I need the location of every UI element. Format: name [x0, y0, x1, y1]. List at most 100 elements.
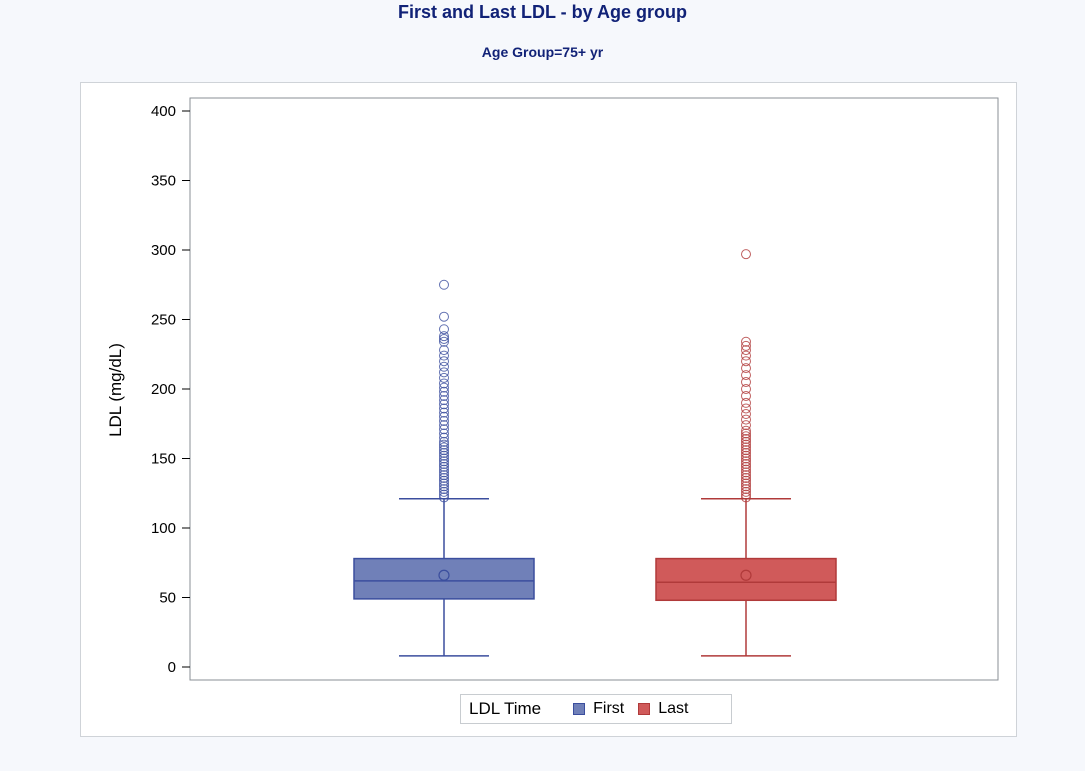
y-tick-label: 50 — [159, 590, 176, 607]
last-outlier-point — [741, 450, 751, 461]
last-outlier-point — [741, 492, 751, 503]
y-tick-label: 0 — [168, 659, 176, 676]
first-box — [353, 557, 535, 600]
last-outlier-point — [741, 475, 751, 486]
last-outlier-point — [741, 459, 751, 470]
first-outlier-point — [439, 415, 449, 426]
legend-swatch-first — [573, 703, 586, 715]
first-outlier-point — [439, 492, 449, 503]
last-outlier-point — [741, 481, 751, 492]
last-outlier-point — [741, 370, 751, 381]
first-outlier-point — [439, 453, 449, 464]
first-outlier-point — [439, 475, 449, 486]
last-outlier-point — [741, 425, 751, 436]
last-outlier-point — [741, 390, 751, 401]
y-axis: 0 50 100 150 200 250 300 350 400 — [151, 103, 190, 676]
last-outlier-point — [741, 428, 751, 439]
first-outlier-point — [439, 390, 449, 401]
first-outlier-point — [439, 459, 449, 470]
last-outlier-point — [741, 431, 751, 442]
first-outlier-point — [439, 279, 449, 290]
last-outlier-point — [741, 384, 751, 394]
boxes — [353, 249, 837, 657]
first-outlier-point — [439, 442, 449, 453]
y-tick-label: 200 — [151, 381, 176, 398]
first-outlier-point — [439, 436, 449, 447]
last-outlier-point — [741, 484, 751, 495]
first-outlier-point — [439, 403, 449, 414]
legend-item-last: Last — [638, 700, 688, 718]
first-outlier-point — [439, 447, 449, 458]
first-outlier-point — [439, 478, 449, 489]
last-outlier-point — [741, 397, 751, 408]
last-outlier-point — [741, 456, 751, 467]
first-outlier-point — [439, 386, 449, 397]
first-outlier-point — [439, 484, 449, 495]
last-outlier-point — [741, 478, 751, 489]
legend: LDL Time First Last — [460, 694, 732, 724]
first-outlier-point — [439, 407, 449, 418]
legend-label-last: Last — [658, 700, 689, 717]
y-tick-label: 400 — [151, 103, 176, 120]
first-outlier-point — [439, 361, 449, 372]
first-outlier-point — [439, 378, 449, 389]
first-outlier-point — [439, 411, 449, 422]
last-outlier-point — [741, 377, 751, 388]
last-outlier-point — [741, 434, 751, 445]
chart-subtitle: Age Group=75+ yr — [481, 44, 604, 60]
first-outlier-point — [439, 472, 449, 483]
first-outlier-point — [439, 428, 449, 439]
legend-item-first: First — [573, 700, 624, 718]
y-axis-label: LDL (mg/dL) — [106, 343, 125, 437]
chart-title: First and Last LDL - by Age group — [397, 2, 687, 22]
first-outlier-point — [439, 345, 449, 356]
first-outlier-point — [439, 350, 449, 361]
first-outlier-point — [439, 489, 449, 500]
first-outlier-point — [439, 461, 449, 472]
legend-label-first: First — [593, 700, 625, 717]
last-outlier-point — [741, 409, 751, 420]
legend-swatch-last — [638, 703, 651, 715]
first-outlier-point — [439, 333, 449, 344]
last-outlier-point — [741, 403, 751, 414]
last-outlier-point — [741, 363, 751, 374]
y-tick-label: 100 — [151, 520, 176, 537]
first-outlier-point — [439, 372, 449, 383]
last-outlier-point — [741, 464, 751, 475]
y-tick-label: 150 — [151, 451, 176, 468]
first-outlier-point — [439, 456, 449, 467]
first-outlier-point — [439, 399, 449, 410]
last-outlier-point — [741, 486, 751, 497]
first-outlier-point — [439, 367, 449, 378]
first-outlier-point — [439, 439, 449, 450]
first-outlier-point — [439, 470, 449, 481]
last-outlier-point — [741, 340, 751, 351]
first-outlier-point — [439, 324, 449, 335]
last-outlier-point — [741, 467, 751, 478]
last-outlier-point — [741, 436, 751, 447]
legend-title: LDL Time — [469, 699, 542, 718]
last-outlier-point — [741, 461, 751, 472]
first-outlier-point — [439, 356, 449, 367]
last-outlier-point — [741, 336, 751, 347]
last-outlier-point — [741, 345, 751, 356]
last-outlier-point — [741, 356, 751, 367]
first-outlier-point — [439, 467, 449, 478]
last-outlier-point — [741, 472, 751, 483]
first-outlier-point — [439, 464, 449, 475]
first-outlier-point — [439, 432, 449, 443]
last-outlier-point — [741, 420, 751, 431]
first-outlier-point — [439, 395, 449, 406]
y-tick-label: 300 — [151, 242, 176, 259]
last-outlier-point — [741, 249, 751, 260]
first-outlier-point — [439, 311, 449, 322]
plot-area — [189, 97, 999, 681]
first-outlier-point — [439, 336, 449, 347]
first-outlier-point — [439, 331, 449, 342]
last-outlier-point — [741, 489, 751, 500]
first-outlier-point — [439, 486, 449, 497]
y-tick-label: 350 — [151, 173, 176, 190]
first-outlier-point — [439, 424, 449, 435]
last-outlier-point — [741, 350, 751, 361]
